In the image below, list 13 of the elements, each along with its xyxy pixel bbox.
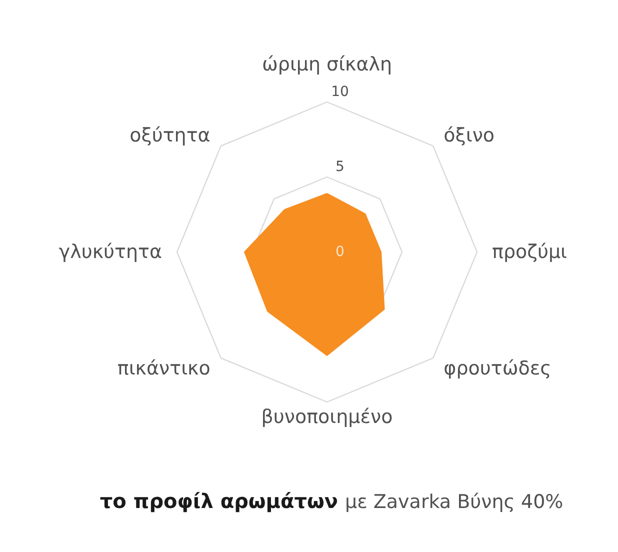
spoke-label: πικάντικο xyxy=(117,358,210,380)
spoke-label: προζύμι xyxy=(492,241,567,263)
y-tick-label: 5 xyxy=(336,159,344,175)
spoke-label: βυνοποιημένο xyxy=(261,406,393,428)
text: το προφίλ αρωμάτων xyxy=(100,489,338,513)
spoke-label: οξύτητα xyxy=(130,124,210,146)
spoke-label: ώριμη σίκαλη xyxy=(262,54,392,76)
text: με Zavarka Βύνης 40% xyxy=(345,491,564,513)
y-tick-label: 0 xyxy=(336,244,344,260)
y-tick-label: 10 xyxy=(331,84,349,100)
spoke-label: όξινο xyxy=(444,124,495,146)
spoke-label: γλυκύτητα xyxy=(58,241,162,263)
spoke-label: φρουτώδες xyxy=(444,358,552,380)
